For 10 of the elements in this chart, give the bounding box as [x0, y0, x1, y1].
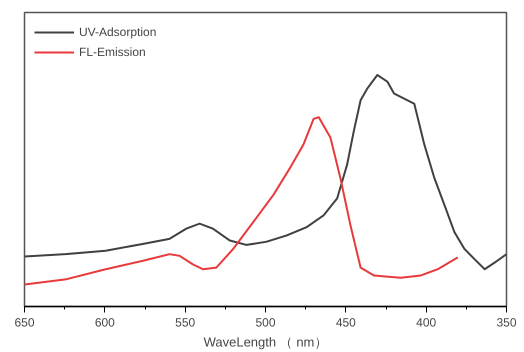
- legend-label: FL-Emission: [79, 45, 146, 59]
- x-tick-label: 600: [94, 316, 116, 330]
- x-tick-label: 550: [175, 316, 196, 330]
- x-tick-label: 400: [416, 316, 437, 330]
- x-tick-label: 650: [14, 316, 35, 330]
- legend-label: UV-Adsorption: [79, 25, 156, 39]
- x-tick-label: 500: [255, 316, 276, 330]
- x-tick-label: 450: [336, 316, 356, 330]
- x-tick-label: 350: [496, 316, 517, 330]
- x-axis-title: WaveLength （ nm）: [204, 334, 328, 350]
